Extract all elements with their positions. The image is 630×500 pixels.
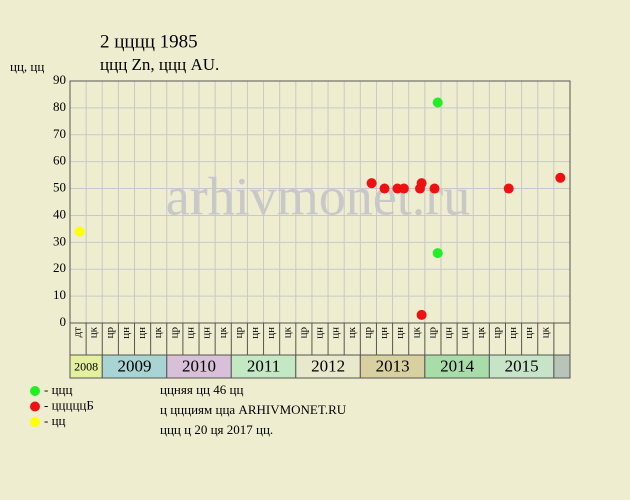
- y-tick-label: 10: [53, 287, 66, 302]
- column-label: цр: [297, 327, 309, 339]
- year-label: 2010: [182, 356, 216, 375]
- column-label: цр: [362, 327, 374, 339]
- point: [416, 178, 427, 189]
- y-tick-label: 70: [53, 126, 66, 141]
- note: ц ццциям цца ARHIVMONET.RU: [160, 402, 347, 417]
- y-axis-label: цц, цц: [10, 59, 44, 74]
- y-tick-label: 30: [53, 233, 66, 248]
- note: ццц ц 20 ця 2017 цц.: [160, 422, 273, 437]
- column-label: цн: [378, 327, 390, 339]
- watermark: arhivmonet.ru: [166, 166, 470, 226]
- point: [416, 309, 427, 320]
- column-label: цн: [394, 327, 406, 339]
- year-label: 2011: [247, 356, 280, 375]
- column-label: дт: [72, 327, 84, 338]
- chart-title: 2 цццц 1985: [100, 31, 198, 52]
- point: [379, 183, 390, 194]
- legend-label: - цц: [44, 413, 66, 428]
- column-label: цн: [265, 327, 277, 339]
- point: [432, 97, 443, 108]
- note: ццняя цц 46 цц: [160, 382, 243, 397]
- point: [432, 248, 443, 259]
- y-tick-label: 0: [60, 314, 67, 329]
- year-label: 2013: [376, 356, 410, 375]
- column-label: цр: [233, 327, 245, 339]
- point: [398, 183, 409, 194]
- column-label: цн: [443, 327, 455, 339]
- column-label: цн: [523, 327, 535, 339]
- point: [74, 226, 85, 237]
- legend-label: - ццц: [44, 382, 72, 397]
- y-tick-label: 40: [53, 206, 66, 221]
- column-label: цр: [426, 327, 438, 339]
- point: [503, 183, 514, 194]
- column-label: цн: [201, 327, 213, 339]
- column-label: цн: [507, 327, 519, 339]
- year-cell-end: [553, 354, 571, 379]
- year-label: 2015: [505, 356, 539, 375]
- column-label: цк: [346, 326, 358, 338]
- column-label: цр: [168, 327, 180, 339]
- y-tick-label: 20: [53, 260, 66, 275]
- column-label: цн: [120, 327, 132, 339]
- point: [555, 172, 566, 183]
- column-label: цн: [249, 327, 261, 339]
- y-tick-label: 60: [53, 153, 66, 168]
- legend-marker: [30, 417, 40, 427]
- year-label: 2008: [74, 359, 98, 373]
- y-tick-label: 80: [53, 99, 66, 114]
- legend-label: - цццццБ: [44, 397, 94, 412]
- point: [366, 178, 377, 189]
- column-label: цк: [475, 326, 487, 338]
- y-tick-label: 90: [53, 72, 66, 87]
- legend-marker: [30, 386, 40, 396]
- column-label: цр: [491, 327, 503, 339]
- point: [429, 183, 440, 194]
- chart-subtitle: ццц Zn, ццц AU.: [100, 55, 219, 74]
- column-label: цк: [410, 326, 422, 338]
- year-label: 2012: [311, 356, 345, 375]
- column-label: цк: [88, 326, 100, 338]
- marks: [74, 97, 566, 320]
- legend-marker: [30, 401, 40, 412]
- year-label: 2009: [118, 356, 152, 375]
- column-label: цн: [184, 327, 196, 339]
- y-tick-label: 50: [53, 180, 66, 195]
- column-label: цк: [217, 326, 229, 338]
- column-label: цк: [539, 326, 551, 338]
- column-label: цн: [314, 327, 326, 339]
- column-label: цк: [152, 326, 164, 338]
- column-label: цн: [330, 327, 342, 339]
- year-label: 2014: [440, 356, 475, 375]
- column-label: цн: [136, 327, 148, 339]
- column-label: цр: [104, 327, 116, 339]
- column-label: цн: [459, 327, 471, 339]
- column-label: цк: [281, 326, 293, 338]
- grid: [70, 80, 570, 324]
